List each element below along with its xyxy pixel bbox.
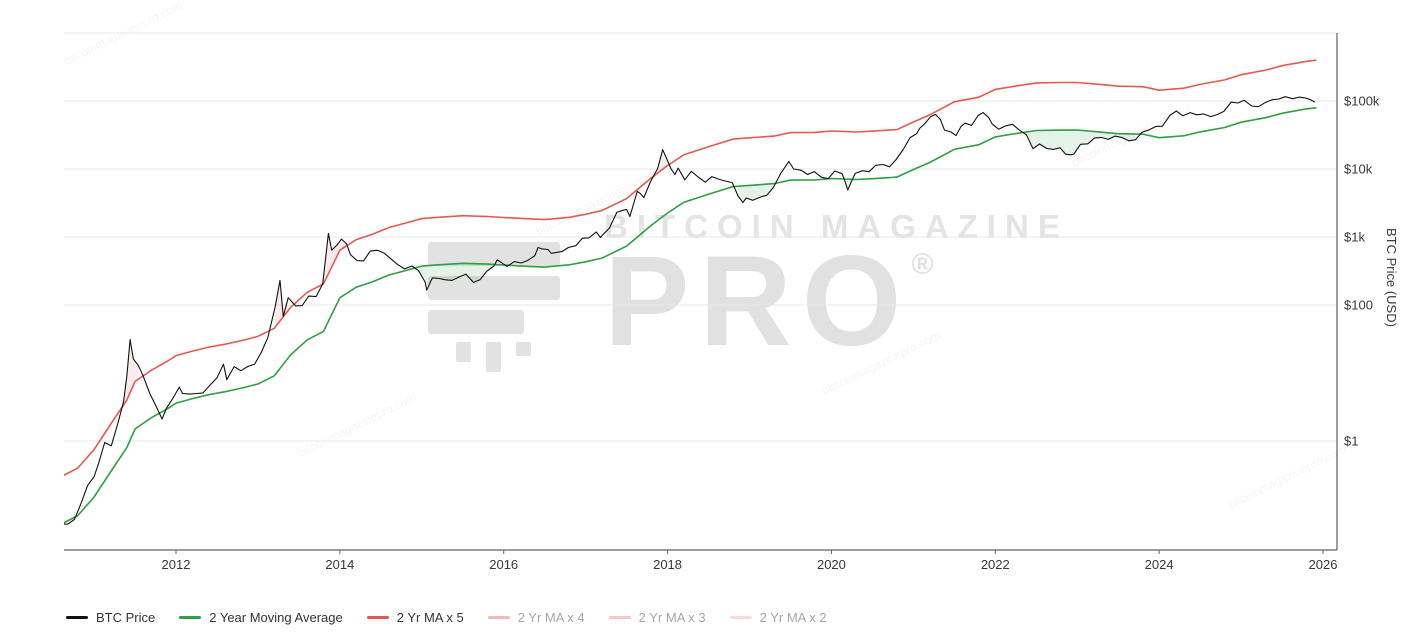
two-year-ma-x5-line [64,59,1317,477]
legend-label: 2 Yr MA x 2 [759,610,827,625]
legend-label: 2 Yr MA x 5 [396,610,464,625]
legend-swatch-2yr-ma-x5 [366,616,389,619]
legend-label: 2 Yr MA x 4 [517,610,585,625]
legend-swatch-2yr-ma-x2 [729,616,752,619]
price-below-ma-fill-region [1026,130,1136,155]
price-below-ma-fill-region [844,179,852,191]
legend-swatch-2yr-moving-average [179,616,202,619]
price-above-x5-fill-region [123,339,139,405]
legend-item-2yr-ma-x5[interactable]: 2 Yr MA x 5 [366,610,464,625]
legend-swatch-2yr-ma-x4 [487,616,510,619]
legend-item-btc-price[interactable]: BTC Price [66,610,155,625]
legend-item-2yr-ma-x2[interactable]: 2 Yr MA x 2 [729,610,827,625]
two-year-ma-line [64,107,1317,524]
legend-item-2yr-ma-x3[interactable]: 2 Yr MA x 3 [608,610,706,625]
legend-item-2yr-ma-x4[interactable]: 2 Yr MA x 4 [487,610,585,625]
legend-swatch-2yr-ma-x3 [608,616,631,619]
legend-swatch-btc-price [66,616,88,619]
legend-label: 2 Yr MA x 3 [638,610,706,625]
legend-label: 2 Year Moving Average [209,610,343,625]
legend-label: BTC Price [96,610,156,625]
legend: BTC Price 2 Year Moving Average 2 Yr MA … [66,610,827,625]
y-axis-title: BTC Price (USD) [1384,228,1399,327]
btc-price-line [64,96,1316,525]
legend-item-2yr-moving-average[interactable]: 2 Year Moving Average [179,610,343,625]
